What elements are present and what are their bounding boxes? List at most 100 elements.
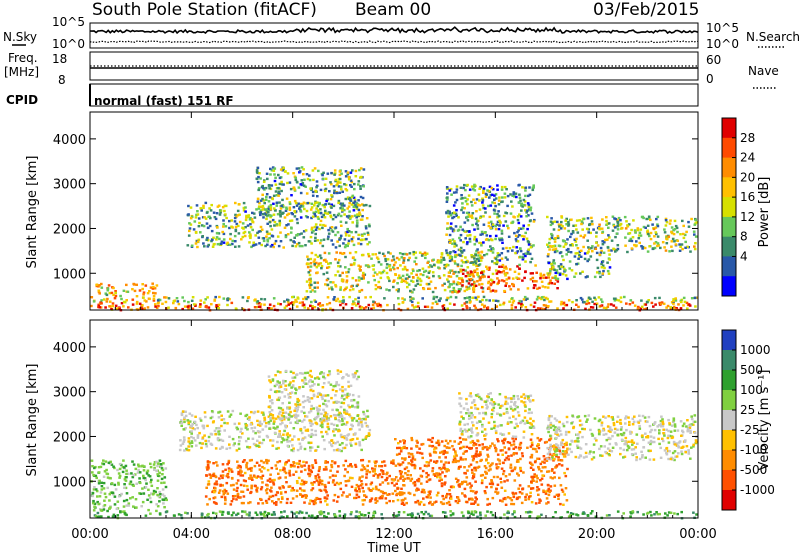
data-cell bbox=[261, 474, 265, 477]
data-cell bbox=[196, 436, 200, 439]
data-cell bbox=[251, 244, 255, 247]
data-cell bbox=[450, 269, 454, 272]
data-cell bbox=[182, 410, 185, 413]
data-cell bbox=[455, 191, 458, 194]
data-cell bbox=[319, 489, 323, 492]
data-cell bbox=[255, 513, 259, 516]
data-cell bbox=[248, 459, 252, 462]
data-cell bbox=[300, 410, 303, 413]
data-cell bbox=[308, 174, 311, 177]
data-cell bbox=[351, 169, 354, 172]
data-cell bbox=[285, 501, 289, 505]
data-cell bbox=[288, 413, 291, 416]
data-cell bbox=[443, 263, 446, 267]
data-cell bbox=[91, 491, 95, 495]
data-cell bbox=[277, 446, 280, 450]
data-cell bbox=[462, 445, 465, 449]
data-cell bbox=[464, 237, 467, 240]
data-cell bbox=[617, 299, 621, 302]
data-cell bbox=[216, 205, 220, 208]
data-cell bbox=[385, 478, 388, 481]
data-cell bbox=[311, 190, 315, 194]
data-cell bbox=[407, 452, 411, 455]
data-cell bbox=[679, 307, 683, 310]
data-cell bbox=[339, 181, 342, 184]
data-cell bbox=[326, 425, 329, 429]
data-cell bbox=[324, 460, 328, 463]
data-cell bbox=[516, 235, 520, 238]
data-cell bbox=[114, 290, 117, 293]
data-cell bbox=[491, 279, 494, 282]
data-cell bbox=[517, 288, 520, 291]
data-cell bbox=[546, 297, 549, 301]
data-cell bbox=[149, 462, 152, 465]
data-cell bbox=[356, 401, 360, 404]
data-cell bbox=[131, 496, 134, 499]
data-cell bbox=[516, 250, 519, 253]
data-cell bbox=[336, 182, 339, 185]
data-cell bbox=[522, 224, 525, 227]
data-cell bbox=[295, 415, 298, 419]
data-cell bbox=[353, 405, 357, 409]
data-cell bbox=[282, 468, 285, 472]
data-cell bbox=[364, 418, 367, 421]
data-cell bbox=[558, 273, 562, 276]
data-cell bbox=[289, 381, 292, 384]
data-cell bbox=[563, 493, 566, 496]
data-cell bbox=[455, 253, 458, 257]
data-cell bbox=[195, 444, 198, 447]
data-cell bbox=[347, 270, 350, 274]
data-cell bbox=[106, 472, 110, 476]
data-cell bbox=[631, 301, 635, 304]
data-cell bbox=[543, 307, 547, 311]
data-cell bbox=[173, 514, 176, 517]
data-cell bbox=[333, 516, 337, 519]
data-cell bbox=[517, 201, 521, 204]
data-cell bbox=[506, 204, 509, 208]
data-cell bbox=[326, 394, 330, 397]
data-cell bbox=[243, 230, 247, 234]
data-cell bbox=[467, 282, 471, 285]
data-cell bbox=[240, 490, 243, 493]
data-cell bbox=[202, 204, 205, 208]
data-cell bbox=[183, 420, 186, 424]
data-cell bbox=[527, 214, 530, 217]
data-cell bbox=[224, 225, 228, 228]
data-cell bbox=[118, 476, 121, 479]
data-cell bbox=[123, 478, 127, 481]
data-cell bbox=[322, 408, 325, 412]
data-cell bbox=[519, 247, 522, 251]
data-cell bbox=[607, 226, 610, 229]
data-cell bbox=[346, 479, 350, 483]
data-cell bbox=[651, 223, 654, 226]
data-cell bbox=[608, 266, 612, 269]
data-cell bbox=[327, 399, 330, 403]
data-cell bbox=[570, 232, 573, 236]
data-cell bbox=[194, 242, 198, 245]
data-cell bbox=[394, 489, 397, 493]
data-cell bbox=[213, 429, 217, 433]
data-cell bbox=[288, 469, 291, 473]
data-cell bbox=[579, 296, 583, 300]
data-cell bbox=[672, 232, 676, 236]
data-cell bbox=[192, 436, 195, 440]
data-cell bbox=[377, 302, 380, 306]
data-cell bbox=[358, 213, 362, 216]
data-cell bbox=[441, 284, 444, 287]
data-cell bbox=[431, 271, 435, 274]
data-cell bbox=[481, 287, 485, 290]
data-cell bbox=[348, 217, 352, 220]
data-cell bbox=[305, 415, 309, 418]
data-cell bbox=[562, 258, 565, 262]
data-cell bbox=[294, 201, 298, 205]
data-cell bbox=[256, 180, 260, 184]
data-cell bbox=[290, 489, 293, 492]
data-cell bbox=[205, 445, 209, 448]
data-cell bbox=[322, 171, 325, 174]
data-cell bbox=[274, 239, 278, 243]
colorbar-tick-label: 20 bbox=[740, 170, 755, 184]
data-cell bbox=[291, 212, 294, 216]
data-cell bbox=[423, 270, 426, 273]
data-cell bbox=[206, 296, 209, 299]
